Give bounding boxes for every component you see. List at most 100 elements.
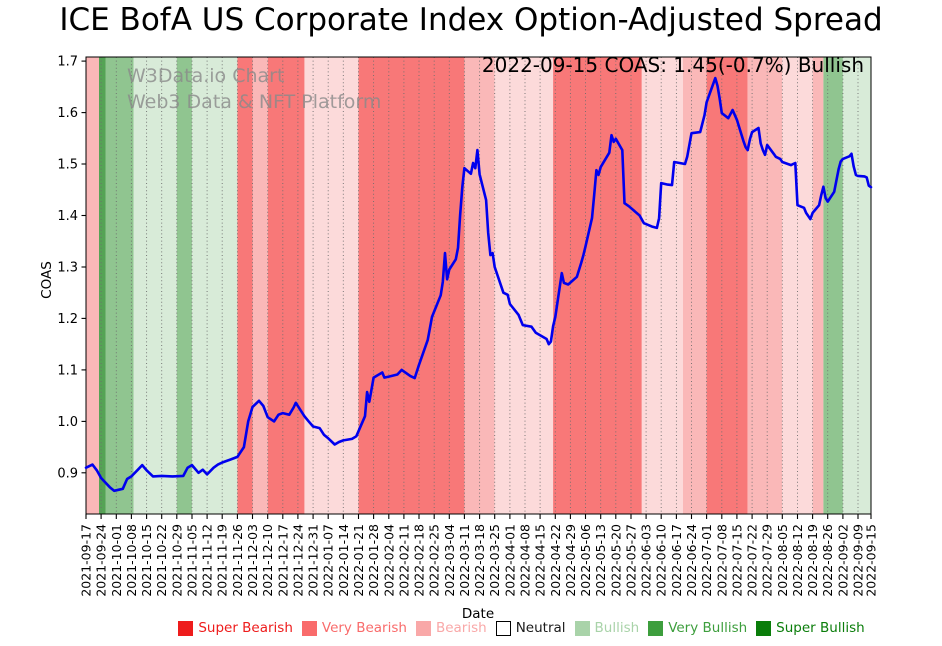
legend-swatch-icon	[495, 620, 511, 636]
y-axis-title: COAS	[39, 261, 55, 299]
x-tick-label: 2022-01-07	[321, 524, 336, 597]
x-axis-title: Date	[461, 606, 495, 622]
plot-frame	[85, 56, 872, 515]
x-tick-label: 2022-03-04	[442, 524, 457, 597]
page-title: ICE BofA US Corporate Index Option-Adjus…	[59, 2, 883, 38]
x-tick-label: 2021-11-05	[185, 524, 200, 597]
legend-label: Very Bearish	[321, 620, 407, 636]
sentiment-band-mid_green	[105, 57, 134, 514]
y-tick-label: 1.6	[57, 106, 78, 121]
x-tick-label: 2022-02-04	[381, 524, 396, 597]
x-tick-label: 2022-02-18	[412, 524, 427, 597]
sentiment-band-salmon	[553, 57, 642, 514]
x-tick-label: 2022-06-03	[639, 524, 654, 597]
x-tick-label: 2022-09-15	[864, 524, 879, 597]
x-tick-label: 2021-12-03	[245, 524, 260, 597]
sentiment-band-pink	[812, 57, 824, 514]
y-tick-label: 0.9	[57, 466, 78, 481]
x-tick-label: 2022-07-22	[745, 524, 760, 597]
x-tick-label: 2022-02-25	[427, 524, 442, 597]
sentiment-band-pale_green	[192, 57, 238, 514]
x-tick-label: 2022-05-27	[624, 524, 639, 597]
sentiment-band-salmon	[706, 57, 748, 514]
sentiment-band-salmon	[237, 57, 253, 514]
x-tick-label: 2022-07-01	[699, 524, 714, 597]
sentiment-band-pale_green	[842, 57, 871, 514]
coas-line	[84, 76, 873, 493]
x-tick-label: 2022-07-15	[729, 524, 744, 597]
x-tick-label: 2021-12-10	[260, 524, 275, 597]
x-tick-label: 2022-04-29	[563, 524, 578, 597]
x-tick-label: 2022-02-11	[396, 524, 411, 597]
legend-item-very-bearish: Very Bearish	[301, 620, 407, 636]
y-tick-label: 1.1	[57, 363, 78, 378]
x-tick-label: 2022-08-19	[805, 524, 820, 597]
legend-item-super-bullish: Super Bullish	[756, 620, 865, 636]
x-tick-label: 2022-04-22	[548, 524, 563, 597]
x-tick-label: 2021-10-15	[139, 524, 154, 597]
x-tick-label: 2021-11-19	[215, 524, 230, 597]
legend-swatch-icon	[301, 620, 317, 636]
x-tick-label: 2021-11-12	[200, 524, 215, 597]
legend-swatch-icon	[415, 620, 431, 636]
x-tick-label: 2022-05-06	[578, 524, 593, 597]
sentiment-band-pale_green	[133, 57, 177, 514]
x-tick-label: 2021-09-17	[79, 524, 94, 597]
x-tick-label: 2022-05-20	[608, 524, 623, 597]
sentiment-band-deep_green	[99, 57, 106, 514]
x-tick-label: 2022-04-15	[533, 524, 548, 597]
x-tick-label: 2022-01-28	[366, 524, 381, 597]
legend-swatch-icon	[178, 620, 194, 636]
x-tick-label: 2022-07-29	[760, 524, 775, 597]
legend-label: Neutral	[515, 620, 566, 636]
x-tick-label: 2022-06-10	[654, 524, 669, 597]
legend-item-bullish: Bullish	[574, 620, 640, 636]
x-tick-label: 2021-10-29	[169, 524, 184, 597]
x-tick-label: 2022-06-17	[669, 524, 684, 597]
legend-label: Very Bullish	[668, 620, 748, 636]
legend-swatch-icon	[648, 620, 664, 636]
x-tick-label: 2021-12-31	[306, 524, 321, 597]
legend-item-super-bearish: Super Bearish	[178, 620, 293, 636]
sentiment-band-salmon	[267, 57, 305, 514]
x-tick-label: 2021-12-24	[290, 524, 305, 597]
x-tick-label: 2022-08-26	[820, 524, 835, 597]
legend-label: Super Bearish	[198, 620, 293, 636]
x-tick-label: 2022-04-01	[502, 524, 517, 597]
legend-item-neutral: Neutral	[495, 620, 566, 636]
x-tick-label: 2022-03-11	[457, 524, 472, 597]
x-tick-label: 2021-09-24	[94, 524, 109, 597]
x-tick-label: 2022-05-13	[593, 524, 608, 597]
x-tick-label: 2022-03-25	[487, 524, 502, 597]
x-tick-label: 2022-08-12	[790, 524, 805, 597]
legend: Super Bearish Very Bearish Bearish Neutral B…	[100, 620, 942, 636]
sentiment-band-pale_pink	[494, 57, 554, 514]
y-tick-label: 1.2	[57, 312, 78, 327]
x-tick-label: 2022-01-14	[336, 524, 351, 597]
x-tick-label: 2021-10-22	[154, 524, 169, 597]
legend-label: Bearish	[435, 620, 487, 636]
x-tick-label: 2021-10-01	[109, 524, 124, 597]
legend-item-very-bullish: Very Bullish	[648, 620, 747, 636]
legend-label: Bullish	[594, 620, 640, 636]
x-tick-label: 2022-09-09	[851, 524, 866, 597]
legend-label: Super Bullish	[776, 620, 865, 636]
x-tick-label: 2022-06-24	[684, 524, 699, 597]
y-tick-label: 1.7	[57, 55, 78, 70]
y-tick-label: 1.4	[57, 209, 78, 224]
y-tick-label: 1.3	[57, 261, 78, 276]
sentiment-band-salmon	[358, 57, 465, 514]
y-tick-label: 1.5	[57, 158, 78, 173]
legend-swatch-icon	[756, 620, 772, 636]
x-tick-label: 2021-11-26	[230, 524, 245, 597]
x-tick-label: 2021-12-17	[275, 524, 290, 597]
sentiment-band-pink	[682, 57, 707, 514]
x-tick-label: 2021-10-08	[124, 524, 139, 597]
sentiment-band-pink	[252, 57, 268, 514]
sentiment-band-pink	[747, 57, 783, 514]
y-tick-label: 1.0	[57, 415, 78, 430]
x-tick-label: 2022-07-08	[714, 524, 729, 597]
sentiment-band-pink	[86, 57, 99, 514]
x-tick-label: 2022-01-21	[351, 524, 366, 597]
